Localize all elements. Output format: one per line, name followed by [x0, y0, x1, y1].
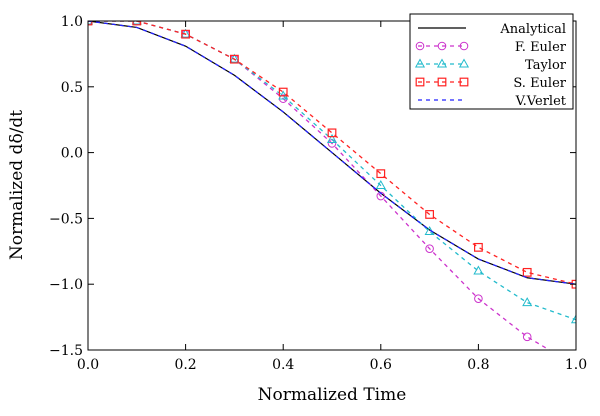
y-tick-label: −1.5 [49, 343, 83, 359]
legend-box [409, 13, 574, 110]
series-group [88, 21, 576, 350]
x-tick-label: 0.2 [174, 357, 196, 373]
legend-marker-taylor [414, 58, 426, 68]
data-point-s-euler [278, 87, 288, 97]
legend-marker-s-euler [437, 77, 447, 87]
y-tick-label: −0.5 [49, 211, 83, 227]
legend-label-taylor: Taylor [525, 58, 567, 73]
data-point-taylor [375, 179, 386, 189]
data-point-taylor [473, 265, 484, 275]
x-tick-label: 1.0 [565, 357, 587, 373]
data-point-f-euler [425, 244, 434, 253]
x-tick-label: 0.8 [467, 357, 489, 373]
legend: Analytical F. Euler Taylor S. Euler V.Verlet [409, 13, 574, 110]
y-axis-label: Normalized dδ/dt [7, 110, 27, 260]
legend-label-f-euler: F. Euler [515, 40, 567, 55]
data-point-s-euler [425, 210, 434, 219]
y-tick-label: 0.0 [61, 146, 83, 162]
legend-label-v-verlet: V.Verlet [515, 94, 567, 109]
data-point-s-euler [327, 128, 337, 138]
data-point-s-euler [181, 29, 191, 39]
data-point-taylor [570, 314, 576, 324]
x-axis-label: Normalized Time [258, 385, 407, 405]
y-tick-label: 0.5 [61, 80, 83, 96]
data-point-f-euler [376, 191, 386, 201]
data-point-taylor [522, 297, 533, 307]
legend-marker-taylor [458, 58, 470, 68]
x-tick-label: 0.0 [77, 357, 99, 373]
series-line-v-verlet [88, 21, 576, 285]
data-point-f-euler [474, 294, 483, 303]
plot-frame [87, 20, 577, 351]
data-point-s-euler [474, 242, 483, 252]
data-point-taylor [229, 53, 240, 63]
x-tick-label: 0.6 [370, 357, 392, 373]
data-point-taylor [131, 21, 142, 25]
legend-marker-f-euler [459, 41, 469, 51]
legend-marker-s-euler [415, 77, 425, 87]
data-point-taylor [278, 90, 289, 100]
data-point-s-euler [376, 169, 386, 179]
data-point-s-euler [522, 267, 532, 277]
legend-marker-f-euler [415, 41, 425, 51]
y-tick-label: −1.0 [49, 277, 83, 293]
data-point-f-euler [522, 332, 532, 342]
x-tick-label: 0.4 [272, 357, 294, 373]
legend-marker-taylor [436, 58, 448, 68]
legend-marker-s-euler [459, 77, 469, 87]
data-point-s-euler [230, 54, 239, 64]
y-tick-label: 1.0 [61, 14, 83, 30]
legend-label-analytical: Analytical [499, 22, 566, 37]
legend-marker-f-euler [437, 41, 447, 51]
data-point-taylor [326, 133, 338, 143]
legend-label-s-euler: S. Euler [513, 76, 566, 91]
series-line-s-euler [88, 21, 576, 285]
